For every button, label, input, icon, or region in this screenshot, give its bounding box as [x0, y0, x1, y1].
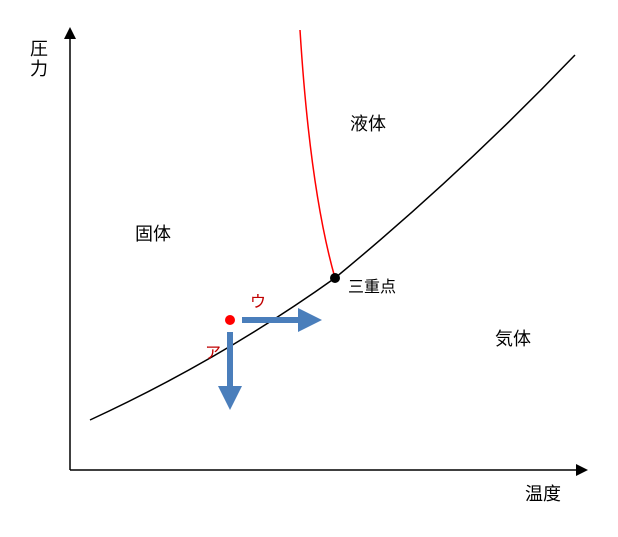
state-point-dot: [225, 315, 235, 325]
triple-point-dot: [330, 273, 340, 283]
arrow-u-label: ウ: [250, 293, 266, 311]
region-liquid: 液体: [350, 114, 386, 134]
arrow-a-label: ア: [205, 345, 221, 362]
region-solid: 固体: [135, 224, 171, 244]
x-axis-label: 温度: [525, 484, 561, 504]
y-axis-label: 圧 力: [30, 39, 53, 79]
fusion-curve: [300, 30, 335, 278]
vaporization-curve: [335, 55, 575, 278]
triple-point-label: 三重点: [348, 278, 396, 296]
region-gas: 気体: [495, 329, 531, 349]
